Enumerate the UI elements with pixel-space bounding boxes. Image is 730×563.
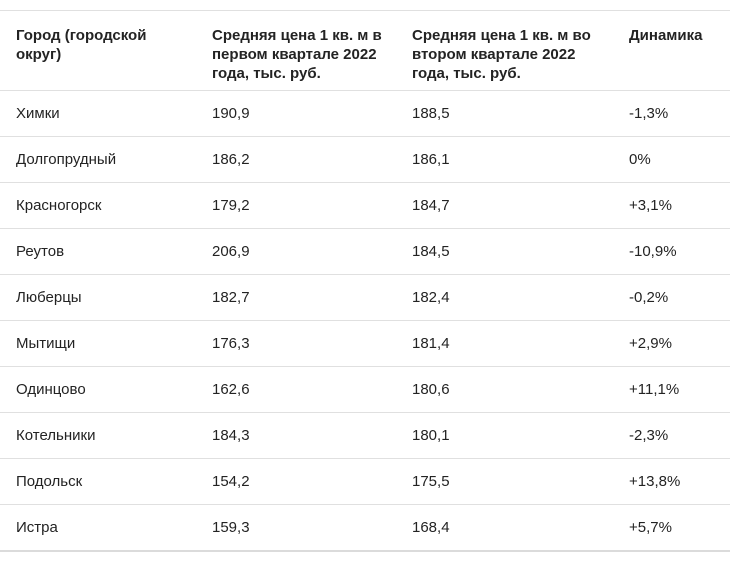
price-q1-cell: 186,2 <box>212 136 412 183</box>
header-row: Город (городской округ) Средняя цена 1 к… <box>0 10 730 91</box>
dynamics-cell: -0,2% <box>629 274 730 321</box>
price-q2-cell: 188,5 <box>412 90 629 137</box>
price-q1-cell: 162,6 <box>212 366 412 413</box>
column-header-price-q1: Средняя цена 1 кв. м в первом квартале 2… <box>212 10 412 91</box>
price-q2-cell: 181,4 <box>412 320 629 367</box>
price-q2-cell: 186,1 <box>412 136 629 183</box>
table-row: Химки 190,9 188,5 -1,3% <box>0 90 730 137</box>
table-row: Реутов 206,9 184,5 -10,9% <box>0 228 730 275</box>
city-cell: Истра <box>0 504 212 552</box>
dynamics-cell: 0% <box>629 136 730 183</box>
price-q1-cell: 206,9 <box>212 228 412 275</box>
price-q2-cell: 184,5 <box>412 228 629 275</box>
table-row: Подольск 154,2 175,5 +13,8% <box>0 458 730 505</box>
table-row: Истра 159,3 168,4 +5,7% <box>0 504 730 552</box>
price-q2-cell: 184,7 <box>412 182 629 229</box>
table-row: Котельники 184,3 180,1 -2,3% <box>0 412 730 459</box>
price-q2-cell: 180,1 <box>412 412 629 459</box>
price-q1-cell: 182,7 <box>212 274 412 321</box>
city-cell: Мытищи <box>0 320 212 367</box>
price-q1-cell: 176,3 <box>212 320 412 367</box>
column-header-city: Город (городской округ) <box>0 10 212 91</box>
price-q2-cell: 180,6 <box>412 366 629 413</box>
price-q2-cell: 175,5 <box>412 458 629 505</box>
price-q2-cell: 182,4 <box>412 274 629 321</box>
dynamics-cell: +5,7% <box>629 504 730 552</box>
price-q1-cell: 154,2 <box>212 458 412 505</box>
city-cell: Химки <box>0 90 212 137</box>
column-header-dynamics: Динамика <box>629 10 730 91</box>
dynamics-cell: +13,8% <box>629 458 730 505</box>
table-row: Люберцы 182,7 182,4 -0,2% <box>0 274 730 321</box>
city-cell: Одинцово <box>0 366 212 413</box>
table-row: Одинцово 162,6 180,6 +11,1% <box>0 366 730 413</box>
price-q1-cell: 159,3 <box>212 504 412 552</box>
price-q1-cell: 184,3 <box>212 412 412 459</box>
table-row: Долгопрудный 186,2 186,1 0% <box>0 136 730 183</box>
table-row: Красногорск 179,2 184,7 +3,1% <box>0 182 730 229</box>
dynamics-cell: -2,3% <box>629 412 730 459</box>
price-q1-cell: 190,9 <box>212 90 412 137</box>
price-table: Город (городской округ) Средняя цена 1 к… <box>0 10 730 552</box>
city-cell: Долгопрудный <box>0 136 212 183</box>
price-q2-cell: 168,4 <box>412 504 629 552</box>
dynamics-cell: -10,9% <box>629 228 730 275</box>
city-cell: Реутов <box>0 228 212 275</box>
dynamics-cell: +3,1% <box>629 182 730 229</box>
column-header-price-q2: Средняя цена 1 кв. м во втором квартале … <box>412 10 629 91</box>
price-q1-cell: 179,2 <box>212 182 412 229</box>
city-cell: Котельники <box>0 412 212 459</box>
table-row: Мытищи 176,3 181,4 +2,9% <box>0 320 730 367</box>
dynamics-cell: -1,3% <box>629 90 730 137</box>
table-body: Химки 190,9 188,5 -1,3% Долгопрудный 186,2 186… <box>0 90 730 552</box>
city-cell: Красногорск <box>0 182 212 229</box>
dynamics-cell: +11,1% <box>629 366 730 413</box>
city-cell: Люберцы <box>0 274 212 321</box>
city-cell: Подольск <box>0 458 212 505</box>
table-header: Город (городской округ) Средняя цена 1 к… <box>0 10 730 91</box>
dynamics-cell: +2,9% <box>629 320 730 367</box>
